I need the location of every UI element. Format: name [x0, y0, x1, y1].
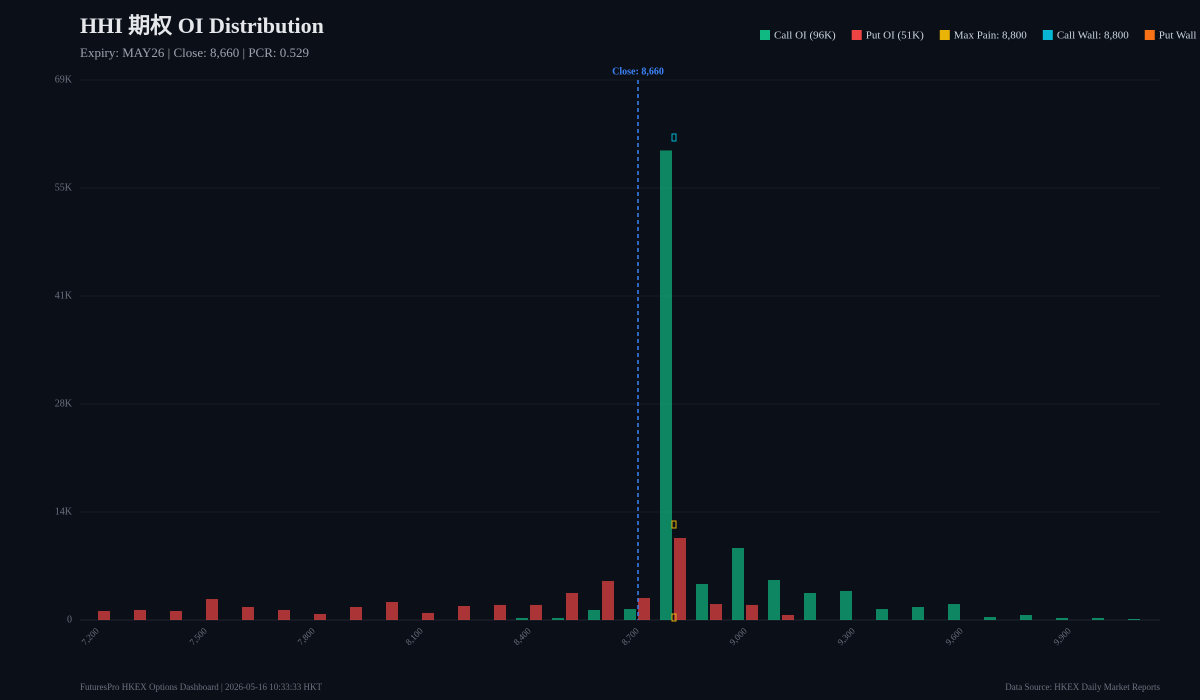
bar: [696, 584, 708, 620]
close-label: Close: 8,660: [612, 66, 664, 77]
legend-swatch: [851, 30, 862, 40]
bar: [804, 593, 816, 620]
bar: [134, 609, 146, 620]
y-tick-label: 41K: [55, 290, 73, 301]
bar: [602, 581, 614, 620]
bar: [912, 607, 924, 620]
footer-right: Data Source: HKEX Daily Market Reports: [1005, 682, 1160, 692]
bar: [768, 580, 780, 620]
bar: [516, 617, 528, 620]
bar: [494, 604, 506, 620]
bar: [1056, 617, 1068, 620]
legend-label: Call Wall: 8,800: [1057, 30, 1129, 42]
y-tick-label: 28K: [55, 398, 73, 409]
bar: [278, 609, 290, 620]
bar: [984, 617, 996, 620]
chart-subtitle: Expiry: MAY26 | Close: 8,660 | PCR: 0.52…: [80, 45, 309, 60]
bar: [1020, 614, 1032, 620]
y-tick-label: 0: [67, 614, 72, 625]
bar: [746, 604, 758, 620]
y-tick-label: 14K: [55, 506, 73, 517]
bar: [732, 548, 744, 620]
bar: [242, 607, 254, 620]
bar: [350, 607, 362, 620]
bar: [314, 613, 326, 620]
bar: [170, 611, 182, 620]
put-wall-marker: [671, 613, 677, 622]
chart-title: HHI 期权 OI Distribution: [80, 13, 324, 38]
bar: [386, 602, 398, 620]
bar: [98, 611, 110, 620]
call-wall-marker: [671, 133, 677, 142]
legend-label: Call OI (96K): [774, 30, 836, 42]
bar: [638, 598, 650, 620]
bar: [552, 617, 564, 620]
bar: [710, 604, 722, 620]
legend-swatch: [760, 30, 770, 40]
bar: [1092, 617, 1104, 620]
bar: [624, 609, 636, 620]
bar: [422, 612, 434, 620]
bar: [1128, 618, 1140, 620]
legend-label: Put OI (51K): [866, 30, 924, 42]
bar: [876, 609, 888, 620]
bar: [660, 150, 672, 620]
bar: [782, 614, 794, 620]
legend-swatch: [939, 30, 950, 40]
bar: [206, 599, 218, 620]
legend-label: Put Wall: [1159, 30, 1197, 42]
bar: [840, 590, 852, 620]
legend-swatch: [1042, 30, 1053, 40]
y-tick-label: 55K: [55, 182, 73, 193]
bar: [566, 593, 578, 620]
y-tick-label: 69K: [55, 74, 73, 85]
bar: [530, 604, 542, 620]
bar: [674, 537, 686, 620]
legend-swatch: [1144, 30, 1155, 40]
bar: [588, 609, 600, 620]
legend-label: Max Pain: 8,800: [954, 30, 1028, 42]
bar: [948, 604, 960, 620]
footer-left: FuturesPro HKEX Options Dashboard | 2026…: [80, 682, 323, 692]
bar: [458, 605, 470, 620]
max-pain-marker: [671, 520, 677, 529]
